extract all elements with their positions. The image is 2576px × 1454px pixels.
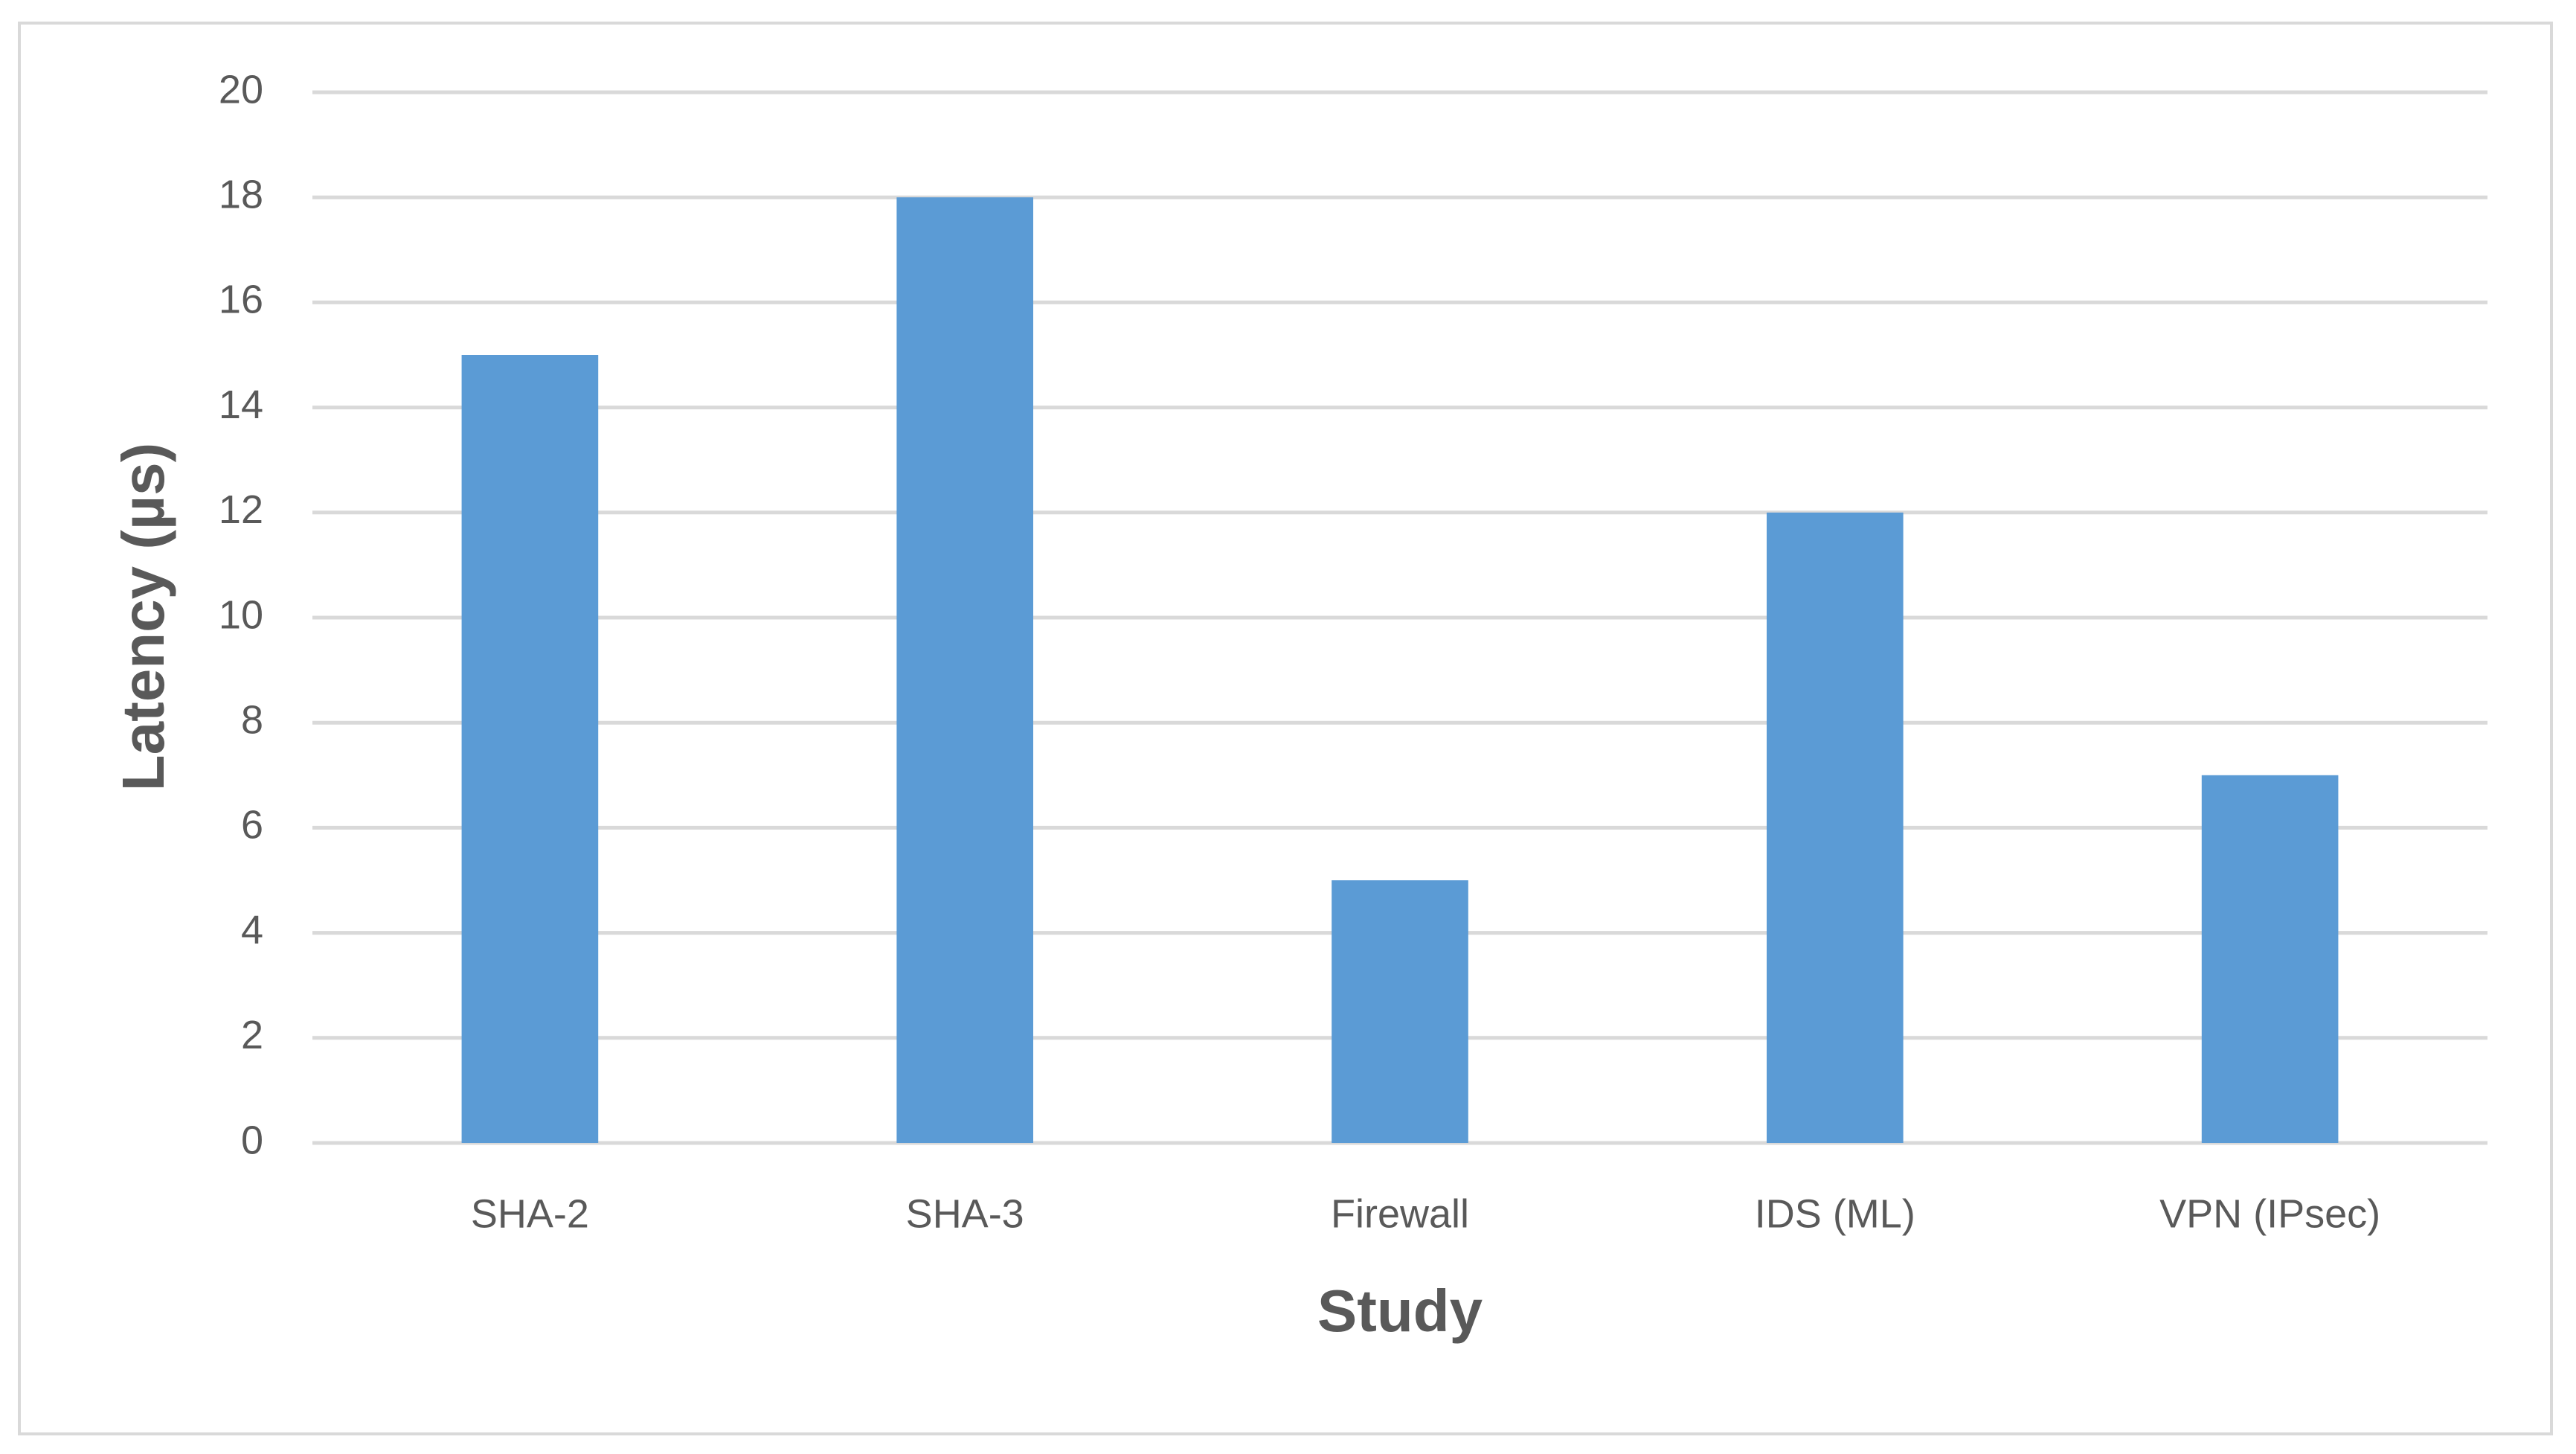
x-tick-label: IDS (ML)	[1755, 1191, 1915, 1236]
y-tick-label: 0	[241, 1118, 263, 1162]
bar	[2201, 775, 2339, 1143]
y-tick-label: 4	[241, 908, 263, 952]
y-tick-label: 20	[219, 67, 263, 112]
x-tick-label: SHA-3	[906, 1191, 1024, 1236]
x-axis-title: Study	[1317, 1278, 1483, 1344]
x-tick-label: SHA-2	[471, 1191, 589, 1236]
y-axis-title: Latency (µs)	[110, 443, 176, 791]
y-tick-label: 16	[219, 278, 263, 322]
bar	[1332, 880, 1468, 1143]
bar	[896, 197, 1034, 1144]
chart-border	[18, 22, 2553, 1435]
x-tick-label: VPN (IPsec)	[2159, 1191, 2380, 1236]
y-tick-label: 10	[219, 592, 263, 637]
y-tick-label: 6	[241, 803, 263, 848]
y-tick-label: 8	[241, 697, 263, 742]
grid	[312, 90, 2487, 1145]
bar	[1766, 512, 1904, 1143]
y-tick-label: 14	[219, 382, 263, 427]
x-tick-label: Firewall	[1331, 1191, 1469, 1236]
y-tick-label: 2	[241, 1013, 263, 1057]
y-tick-label: 12	[219, 487, 263, 532]
bars	[461, 197, 2339, 1144]
y-tick-label: 18	[219, 172, 263, 217]
bar	[461, 355, 599, 1143]
